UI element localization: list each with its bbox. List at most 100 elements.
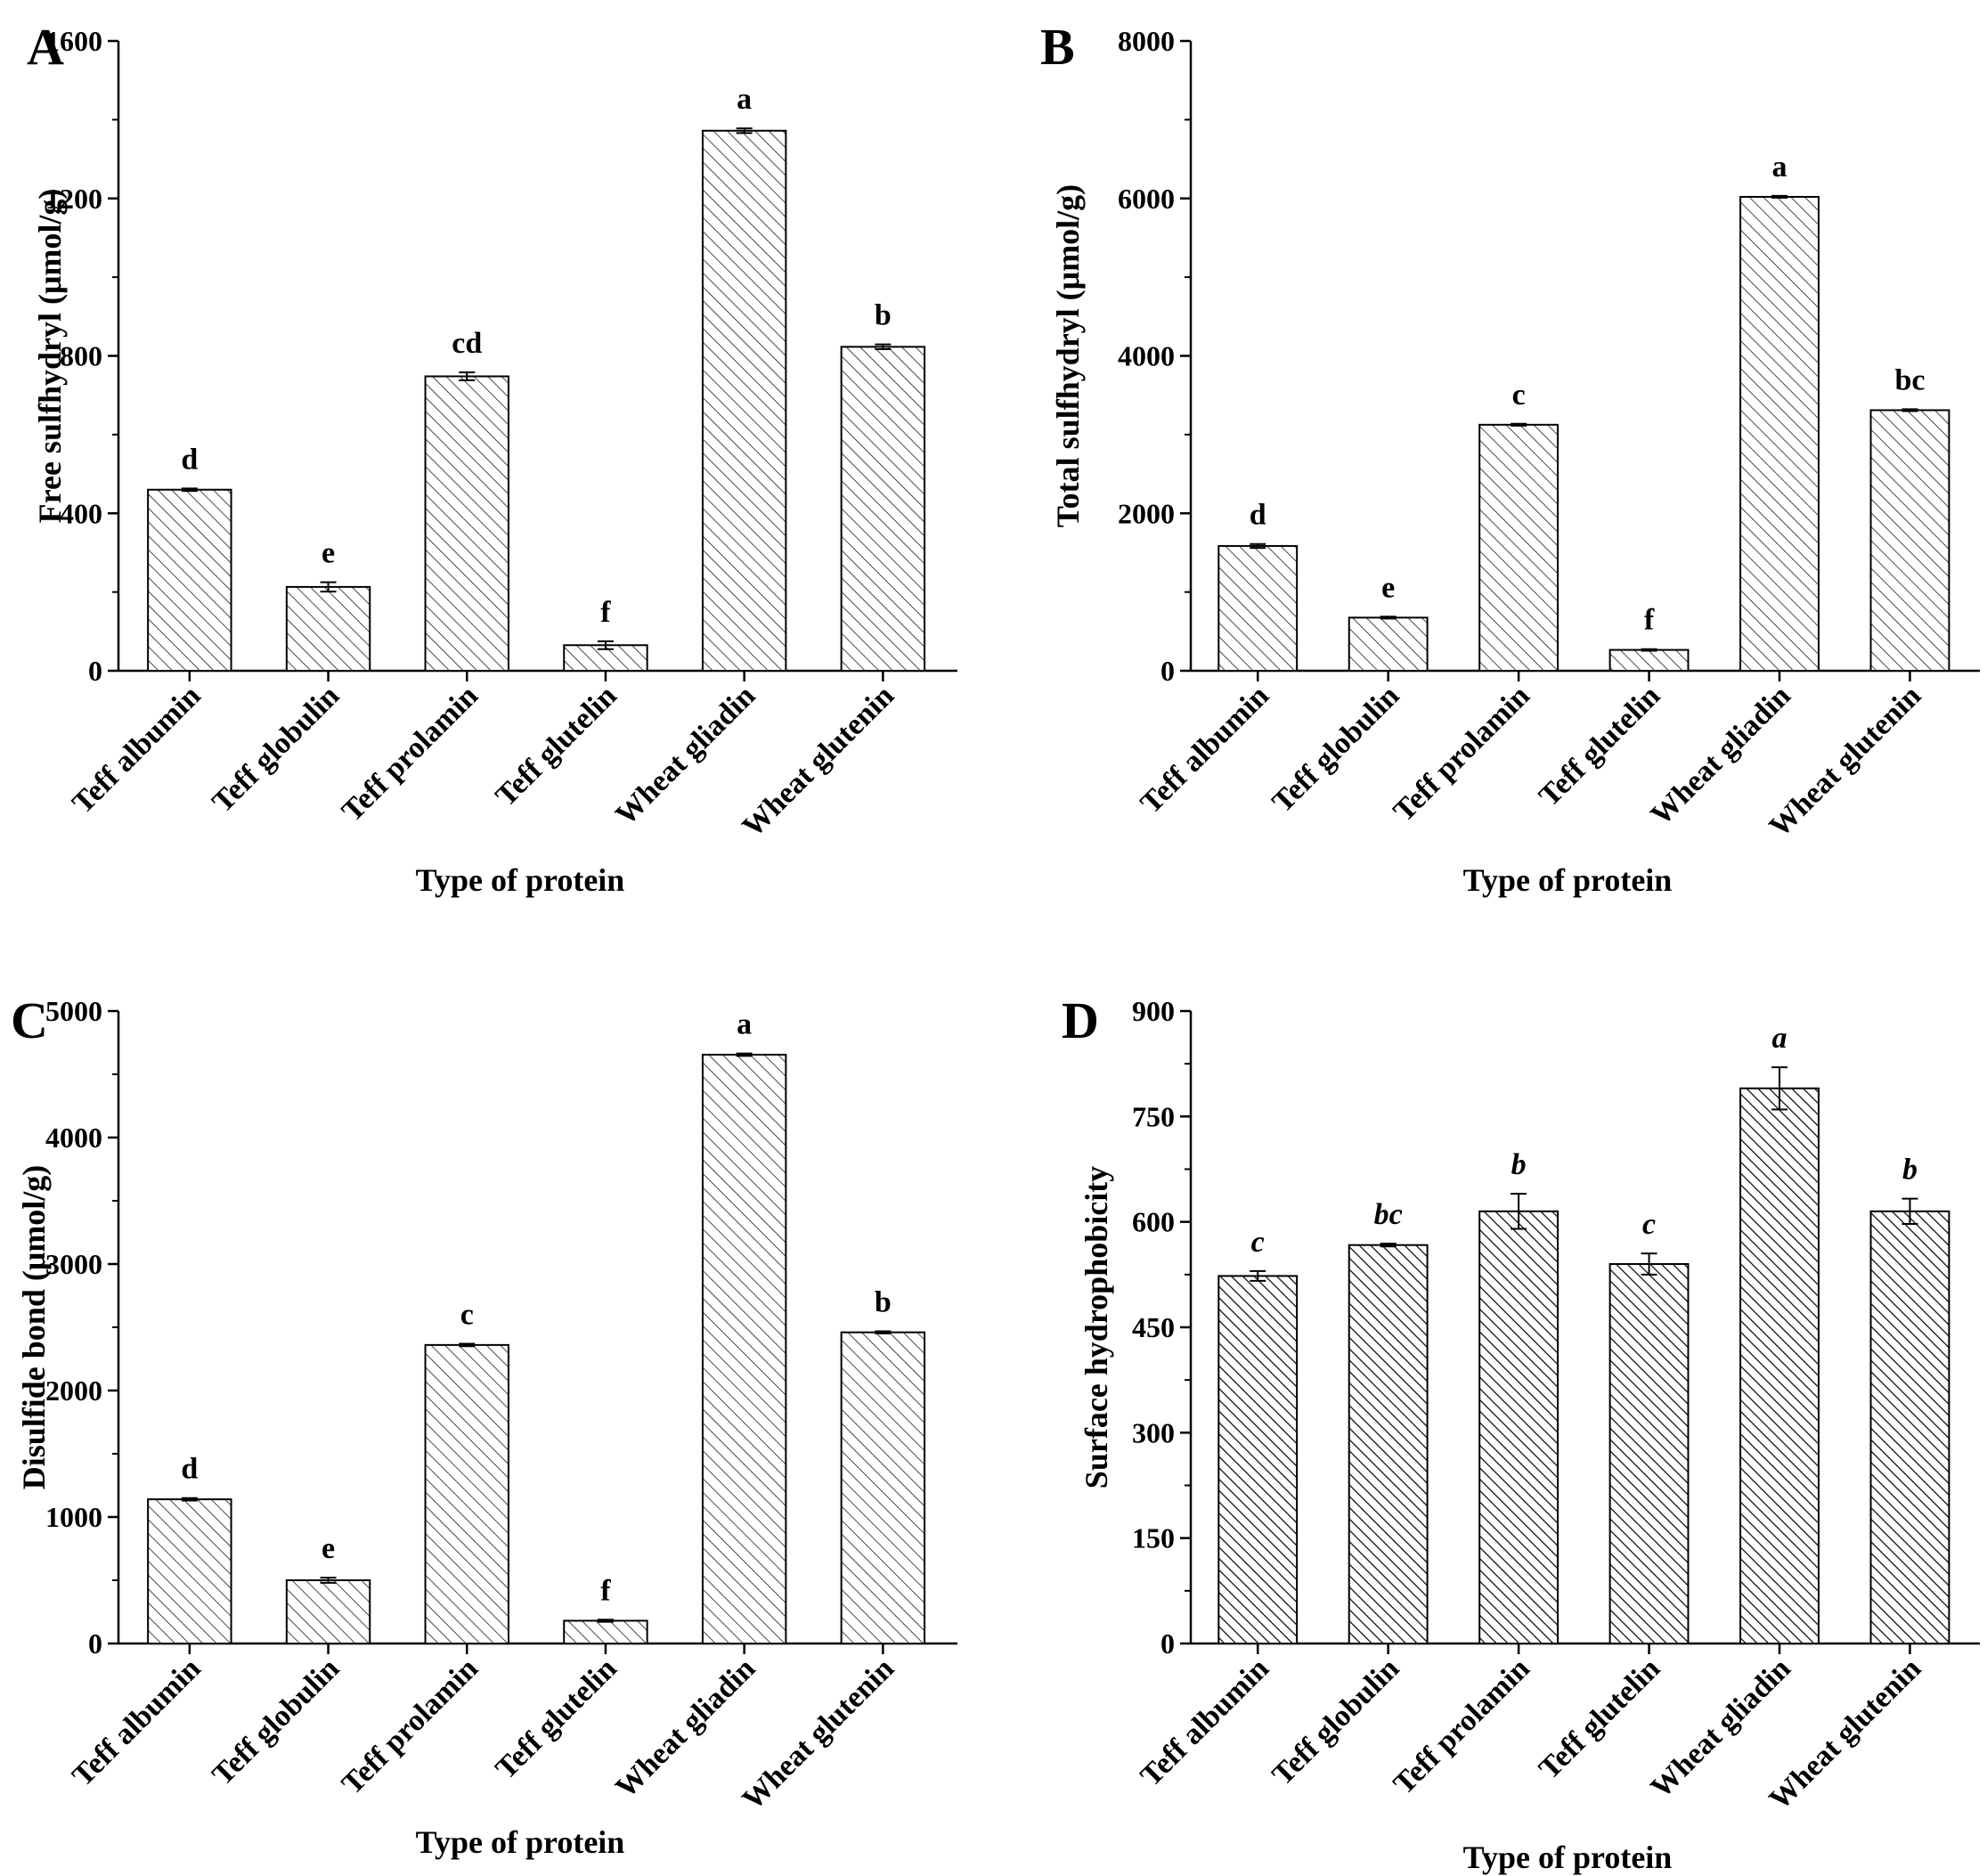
significance-label: f [600,1574,611,1607]
bar-wheat-gliadin [701,129,787,672]
bar-wheat-gliadin [1739,195,1820,673]
significance-label: bc [1894,363,1925,396]
significance-label: a [737,83,752,116]
y-tick-label: 450 [1132,1311,1175,1343]
panel-c: C 0 1000 2000 3000 4000 5000 d Teff albumin e Teff… [11,991,957,1860]
category-label: Wheat glutenin [737,679,901,844]
y-tick-label: 2000 [45,1374,102,1407]
category-label: Teff globulin [206,1652,346,1791]
significance-label: bc [1374,1198,1403,1231]
y-tick-label: 1000 [45,1501,102,1533]
y-tick-label: 800 [60,340,102,372]
significance-label: b [1902,1154,1918,1187]
y-tick-label: 1600 [45,25,102,57]
bar-teff-globulin [1348,1244,1429,1644]
bar-teff-globulin [285,1579,371,1644]
significance-label: cd [452,327,482,360]
y-tick-label: 150 [1132,1522,1175,1554]
significance-label: a [1772,151,1787,184]
y-tick-label: 0 [88,655,102,687]
y-tick-label: 400 [60,497,102,529]
x-axis-title: Type of protein [1463,862,1673,898]
panel-letter: A [27,18,64,76]
y-tick-label: 6000 [1118,183,1175,215]
y-tick-label: 8000 [1118,25,1175,57]
y-tick-label: 4000 [1118,340,1175,372]
y-tick-label: 0 [1160,1627,1175,1660]
significance-label: a [1772,1022,1787,1055]
significance-label: b [875,1286,892,1319]
category-label: Teff prolamin [336,679,485,828]
significance-label: e [322,1532,335,1565]
category-label: Teff albumin [66,1652,207,1792]
y-tick-label: 5000 [45,995,102,1027]
category-label: Teff prolamin [336,1652,485,1800]
bar-teff-prolamin [1478,423,1559,672]
bar-wheat-gliadin [1739,1087,1820,1645]
x-axis-title: Type of protein [416,862,625,898]
y-tick-label: 0 [1160,655,1175,687]
bar-wheat-glutenin [1869,409,1950,672]
y-tick-label: 900 [1132,995,1175,1027]
panel-d: D 0 150 300 450 600 750 900 c Teff albumin bc Teff … [1062,991,1980,1875]
significance-label: a [737,1008,752,1041]
panel-letter: D [1062,991,1099,1049]
category-label: Wheat glutenin [737,1652,901,1816]
bar-wheat-glutenin [840,346,926,672]
bar-teff-glutelin [1608,1263,1690,1644]
significance-label: d [1250,499,1266,532]
significance-label: b [875,299,892,332]
significance-label: d [181,443,198,476]
bar-teff-prolamin [424,1343,509,1644]
y-tick-label: 600 [1132,1206,1175,1238]
significance-label: c [1642,1208,1656,1241]
panel-a: A 0 400 800 1200 1600 d Teff albumin e Teff globu… [27,18,957,898]
category-label: Teff glutelin [489,679,623,812]
category-label: Teff glutelin [489,1652,623,1785]
bar-teff-albumin [1217,544,1299,672]
bar-wheat-glutenin [840,1331,926,1645]
x-axis-title: Type of protein [416,1824,625,1860]
bar-teff-glutelin [563,1619,648,1644]
category-label: Teff globulin [206,679,346,819]
y-axis-title: Total sulfhydryl (μmol/g) [1050,184,1086,527]
significance-label: d [181,1453,198,1486]
significance-label: f [600,596,611,629]
y-axis-title: Surface hydrophobicity [1079,1166,1114,1489]
category-label: Teff glutelin [1533,1652,1666,1785]
category-label: Teff globulin [1266,679,1405,819]
category-label: Teff albumin [1135,679,1275,820]
y-axis-title: Free sulfhydryl (μmol/g) [32,189,68,524]
category-label: Teff prolamin [1388,1652,1536,1800]
panel-b: B 0 2000 4000 6000 8000 d Teff albumin e Teff glo… [1040,18,1980,898]
y-tick-label: 3000 [45,1248,102,1280]
bar-teff-prolamin [1478,1210,1559,1645]
category-label: Wheat gliadin [609,679,761,831]
bar-teff-glutelin [1608,648,1690,673]
significance-label: b [1511,1148,1527,1181]
bar-teff-albumin [147,488,232,672]
panel-letter: C [11,991,48,1049]
category-label: Teff globulin [1266,1652,1405,1791]
category-label: Teff albumin [66,679,207,820]
category-label: Teff albumin [1135,1652,1275,1792]
panel-letter: B [1040,18,1075,76]
y-tick-label: 300 [1132,1416,1175,1448]
category-label: Teff prolamin [1388,679,1536,828]
category-label: Teff glutelin [1533,679,1666,812]
significance-label: f [1644,604,1655,637]
bar-teff-albumin [1217,1275,1299,1645]
bar-teff-globulin [1348,616,1429,672]
y-tick-label: 1200 [45,183,102,215]
bar-teff-prolamin [424,375,509,672]
y-tick-label: 0 [88,1627,102,1660]
bar-wheat-gliadin [701,1053,787,1644]
category-label: Wheat gliadin [609,1652,761,1804]
y-tick-label: 4000 [45,1122,102,1154]
y-tick-label: 750 [1132,1100,1175,1132]
significance-label: c [460,1298,474,1331]
x-axis-title: Type of protein [1463,1839,1673,1875]
y-tick-label: 2000 [1118,497,1175,529]
bar-teff-albumin [147,1498,232,1644]
